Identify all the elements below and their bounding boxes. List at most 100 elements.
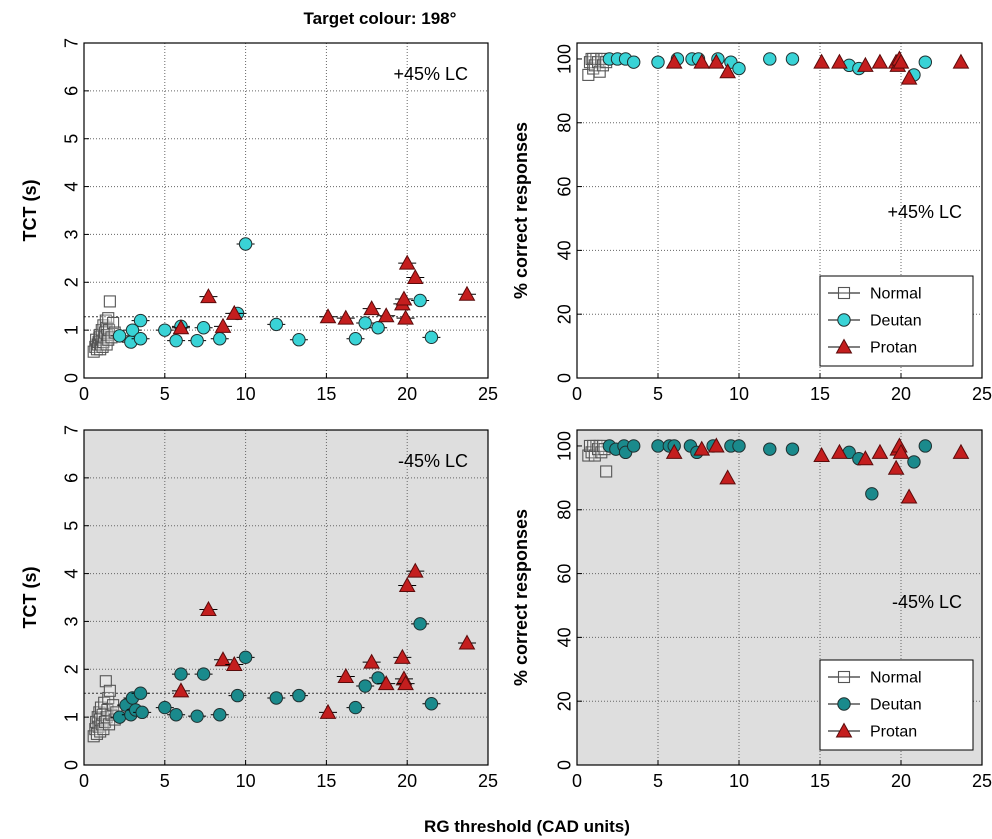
data-point-deutan bbox=[424, 330, 439, 345]
data-point-protan bbox=[831, 53, 848, 69]
data-point-deutan bbox=[371, 321, 385, 335]
y-tick-label: 5 bbox=[61, 521, 81, 531]
data-point-deutan bbox=[763, 52, 777, 66]
data-point-normal bbox=[582, 449, 595, 462]
data-point-normal bbox=[98, 696, 111, 709]
data-point-deutan bbox=[133, 313, 148, 328]
y-tick-label: 3 bbox=[61, 229, 81, 239]
data-point-deutan bbox=[238, 237, 253, 251]
data-point-deutan bbox=[238, 650, 253, 665]
data-point-protan bbox=[707, 437, 725, 453]
data-point-normal bbox=[90, 727, 103, 740]
data-point-deutan bbox=[196, 321, 211, 335]
y-tick-label: 40 bbox=[554, 627, 574, 647]
data-point-protan bbox=[200, 600, 217, 616]
legend-marker-normal bbox=[837, 670, 851, 684]
x-tick-label: 15 bbox=[810, 771, 830, 791]
y-axis-label: % correct responses bbox=[511, 509, 531, 686]
data-point-deutan bbox=[413, 293, 427, 308]
data-point-normal bbox=[103, 684, 116, 697]
y-tick-label: 6 bbox=[61, 86, 81, 96]
data-point-normal bbox=[107, 316, 120, 330]
data-point-deutan bbox=[174, 667, 188, 681]
data-point-deutan bbox=[424, 697, 439, 711]
data-point-normal bbox=[94, 343, 107, 356]
data-point-protan bbox=[200, 288, 217, 304]
data-point-deutan bbox=[763, 442, 777, 456]
data-point-protan bbox=[900, 488, 918, 504]
data-point-deutan bbox=[230, 688, 245, 703]
data-point-protan bbox=[214, 651, 232, 667]
data-point-normal bbox=[595, 446, 608, 459]
x-tick-label: 20 bbox=[397, 384, 417, 404]
data-point-deutan bbox=[627, 439, 641, 453]
data-point-normal bbox=[89, 723, 102, 736]
data-point-deutan bbox=[651, 55, 665, 69]
y-tick-label: 60 bbox=[554, 564, 574, 584]
data-point-protan bbox=[398, 254, 416, 270]
data-point-protan bbox=[406, 268, 424, 284]
data-point-protan bbox=[857, 56, 874, 72]
legend-label-deutan: Deutan bbox=[870, 313, 922, 330]
y-axis-label: TCT (s) bbox=[20, 180, 40, 242]
data-point-deutan bbox=[269, 317, 284, 332]
x-tick-label: 15 bbox=[316, 771, 336, 791]
plot-frame bbox=[576, 429, 983, 766]
y-tick-label: 60 bbox=[554, 177, 574, 197]
data-point-protan bbox=[377, 307, 395, 323]
y-tick-label: 80 bbox=[554, 113, 574, 133]
legend-marker-deutan bbox=[837, 697, 851, 711]
x-tick-label: 20 bbox=[397, 771, 417, 791]
series-normal bbox=[582, 52, 613, 81]
data-point-normal bbox=[98, 715, 112, 728]
data-point-deutan bbox=[169, 333, 183, 348]
data-point-normal bbox=[99, 675, 112, 688]
data-point-normal bbox=[102, 312, 115, 325]
y-tick-label: 20 bbox=[554, 691, 574, 711]
data-point-deutan bbox=[196, 667, 211, 681]
data-point-protan bbox=[871, 53, 889, 69]
y-tick-label: 0 bbox=[554, 373, 574, 383]
condition-annotation: +45% LC bbox=[393, 64, 468, 84]
y-tick-label: 2 bbox=[61, 664, 81, 674]
data-point-protan bbox=[665, 53, 683, 69]
data-point-deutan bbox=[158, 323, 172, 337]
figure-title: Target colour: 198° bbox=[304, 9, 457, 28]
plot-area bbox=[84, 43, 488, 378]
data-point-deutan bbox=[865, 487, 879, 501]
data-point-deutan bbox=[125, 323, 140, 337]
series-protan bbox=[665, 50, 970, 85]
data-point-normal bbox=[98, 326, 112, 339]
data-point-deutan bbox=[269, 691, 284, 705]
legend: Normal Deutan Protan bbox=[819, 659, 974, 751]
data-point-normal bbox=[99, 314, 112, 327]
x-tick-label: 5 bbox=[160, 771, 170, 791]
data-point-normal bbox=[588, 449, 601, 462]
data-point-protan bbox=[693, 440, 711, 456]
data-point-protan bbox=[377, 675, 395, 691]
data-point-deutan bbox=[358, 316, 372, 330]
data-point-protan bbox=[394, 648, 411, 664]
y-tick-label: 2 bbox=[61, 277, 81, 287]
data-point-normal bbox=[87, 345, 100, 358]
y-tick-label: 4 bbox=[61, 182, 81, 192]
y-tick-label: 3 bbox=[61, 616, 81, 626]
data-point-normal bbox=[102, 691, 115, 705]
data-point-normal bbox=[100, 338, 113, 351]
legend-label-deutan: Deutan bbox=[870, 697, 922, 714]
data-point-normal bbox=[96, 708, 109, 721]
data-point-deutan bbox=[133, 332, 148, 346]
legend-label-protan: Protan bbox=[870, 724, 917, 741]
legend-marker-protan bbox=[835, 722, 853, 738]
x-tick-label: 20 bbox=[891, 384, 911, 404]
legend-marker-protan bbox=[835, 338, 853, 354]
data-point-protan bbox=[665, 443, 683, 459]
data-point-protan bbox=[458, 634, 476, 650]
data-point-protan bbox=[458, 285, 476, 301]
data-point-deutan bbox=[169, 708, 183, 722]
x-tick-label: 10 bbox=[729, 771, 749, 791]
y-tick-label: 1 bbox=[61, 325, 81, 335]
data-point-deutan bbox=[292, 333, 306, 347]
